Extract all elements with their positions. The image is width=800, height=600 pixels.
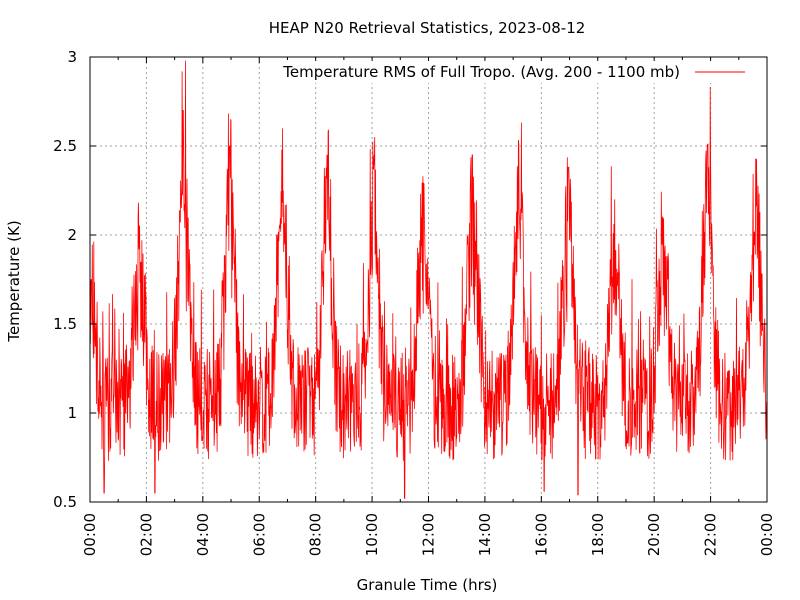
series-line	[89, 60, 768, 499]
x-tick-label: 20:00	[645, 513, 663, 556]
x-tick-label: 08:00	[307, 513, 325, 556]
x-tick-label: 16:00	[532, 513, 550, 556]
legend: Temperature RMS of Full Tropo. (Avg. 200…	[278, 61, 750, 83]
x-tick-label: 00:00	[758, 513, 776, 556]
x-tick-label: 18:00	[589, 513, 607, 556]
y-axis: 0.5 1 1.5 2 2.5 3	[53, 48, 767, 511]
x-tick-label: 00:00	[81, 513, 99, 556]
y-tick-label: 1	[67, 404, 77, 422]
x-tick-label: 06:00	[250, 513, 268, 556]
y-tick-label: 2	[67, 226, 77, 244]
x-tick-label: 02:00	[137, 513, 155, 556]
y-tick-label: 2.5	[53, 137, 77, 155]
y-tick-label: 1.5	[53, 315, 77, 333]
x-tick-label: 14:00	[476, 513, 494, 556]
x-tick-label: 12:00	[420, 513, 438, 556]
x-tick-label: 04:00	[194, 513, 212, 556]
x-tick-label: 10:00	[363, 513, 381, 556]
x-tick-label: 22:00	[702, 513, 720, 556]
y-tick-label: 0.5	[53, 493, 77, 511]
plot-area	[89, 60, 768, 499]
legend-label: Temperature RMS of Full Tropo. (Avg. 200…	[282, 63, 680, 81]
y-tick-label: 3	[67, 48, 77, 66]
x-axis: 00:00 02:00 04:00 06:00 08:00 10:00 12:00 14:00…	[81, 57, 776, 556]
legend-background	[278, 61, 750, 83]
chart-title: HEAP N20 Retrieval Statistics, 2023-08-1…	[269, 19, 586, 37]
x-axis-label: Granule Time (hrs)	[357, 576, 498, 594]
y-axis-label: Temperature (K)	[5, 220, 23, 342]
